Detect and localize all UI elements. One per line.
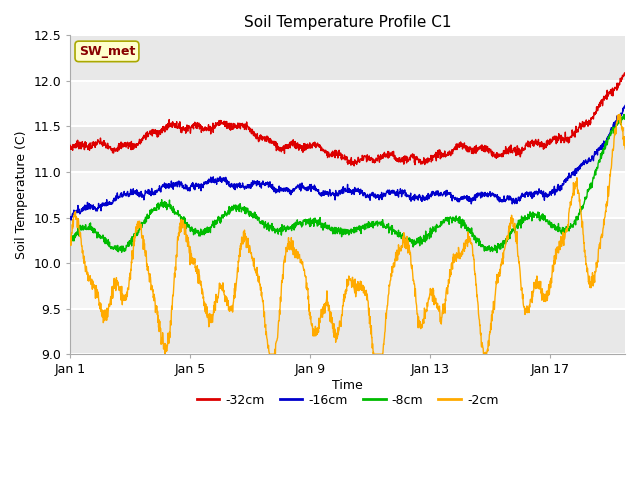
Bar bbox=[70, 263, 625, 309]
Bar bbox=[70, 309, 625, 354]
Bar bbox=[70, 126, 625, 172]
Bar bbox=[70, 36, 625, 81]
Legend: -32cm, -16cm, -8cm, -2cm: -32cm, -16cm, -8cm, -2cm bbox=[192, 389, 504, 412]
Bar bbox=[70, 217, 625, 263]
Title: Soil Temperature Profile C1: Soil Temperature Profile C1 bbox=[244, 15, 451, 30]
Text: SW_met: SW_met bbox=[79, 45, 135, 58]
Bar bbox=[70, 172, 625, 217]
Y-axis label: Soil Temperature (C): Soil Temperature (C) bbox=[15, 131, 28, 259]
Bar bbox=[70, 81, 625, 126]
X-axis label: Time: Time bbox=[332, 379, 363, 392]
